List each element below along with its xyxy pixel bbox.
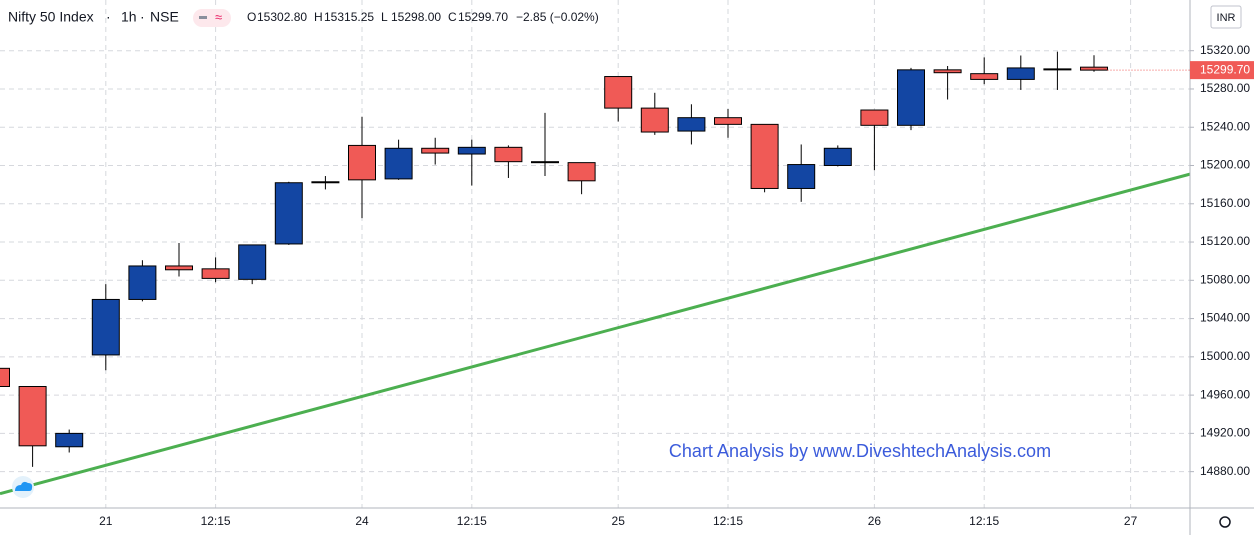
candle-body [238,244,267,280]
trend-line [0,172,1191,496]
axes: 14880.00 14920.00 14960.00 15000.00 15040.00… [99,43,1254,528]
ohlc-key: L [381,10,388,24]
grid [0,0,1190,508]
price-tag [1190,61,1254,80]
ohlc: O 15302.80 H 15315.25 L 15298.00 C 15299.70 −2.8… [247,10,599,24]
candle-body [970,73,999,80]
candle-body [91,298,120,356]
candle-body [677,117,706,132]
candle-body [531,161,559,164]
price-tag-label: 15299.70 [1200,62,1250,76]
separator: · [106,9,111,25]
y-tick-label: 15160.00 [1200,196,1250,210]
x-tick-label: 27 [1124,514,1138,528]
candle-body [18,386,47,447]
candle-body [457,146,486,155]
ohlc-value: 15315.25 [324,10,374,24]
y-tick-label: 15080.00 [1200,272,1250,286]
x-tick-label: 26 [868,514,882,528]
ohlc-key: H [314,10,323,24]
x-tick-label: 24 [355,514,369,528]
change: −2.85 (−0.02%) [516,10,599,24]
candle-body [384,147,413,180]
candle-body [311,181,340,184]
compare-pill[interactable] [193,9,231,27]
ohlc-value: 15298.00 [391,10,441,24]
y-tick-label: 15320.00 [1200,43,1250,57]
y-tick-label: 15120.00 [1200,234,1250,248]
x-tick-label: 21 [99,514,113,528]
candle-body [421,147,450,154]
candle-body [494,146,523,163]
y-tick-label: 14920.00 [1200,426,1250,440]
candle-body [348,144,376,181]
candle-body [1006,67,1035,80]
x-tick-label: 12:15 [713,514,743,528]
candle-body [567,162,596,182]
candle-body [897,69,925,126]
candle-body [787,164,816,189]
x-tick-label: 25 [612,514,626,528]
plot [0,51,1191,496]
y-tick-label: 15040.00 [1200,311,1250,325]
interval: 1h [121,9,137,25]
x-tick-label: 12:15 [969,514,999,528]
pill-icon: ≈ [215,9,222,24]
candle-body [750,123,779,189]
y-tick-label: 14880.00 [1200,464,1250,478]
candle-body [0,367,10,388]
candle-body [1043,68,1072,71]
candle-body [640,107,669,133]
x-tick-label: 12:15 [201,514,231,528]
candle-body [55,432,84,448]
y-tick-label: 15200.00 [1200,158,1250,172]
currency-box[interactable] [1210,5,1242,29]
candle-body [714,117,742,125]
header: Nifty 50 Index · 1h · NSE ≈ O 15302.80 H 15… [8,9,599,27]
candle-body [1080,66,1108,71]
candle-body [128,265,157,300]
ohlc-key: C [448,10,457,24]
candle-body [860,109,889,126]
candle-body [823,147,852,167]
watermark: Chart Analysis by www.DiveshtechAnalysis… [669,441,1051,461]
candle-body [274,182,303,245]
settings-icon[interactable] [1219,516,1231,528]
logo-icon [15,481,33,491]
symbol: Nifty 50 Index [8,9,94,25]
candle-body [201,268,230,279]
separator: · [140,9,145,25]
y-tick-label: 15240.00 [1200,119,1250,133]
candle-body [933,69,962,74]
currency: INR [1217,12,1236,24]
ohlc-value: 15299.70 [458,10,508,24]
candle-body [604,76,633,109]
x-tick-label: 12:15 [457,514,487,528]
candle-body [165,265,193,271]
exchange: NSE [150,9,179,25]
ohlc-value: 15302.80 [257,10,307,24]
ohlc-key: O [247,10,256,24]
y-tick-label: 15280.00 [1200,81,1250,95]
y-tick-label: 15000.00 [1200,349,1250,363]
pill-icon [199,16,207,19]
y-tick-label: 14960.00 [1200,387,1250,401]
